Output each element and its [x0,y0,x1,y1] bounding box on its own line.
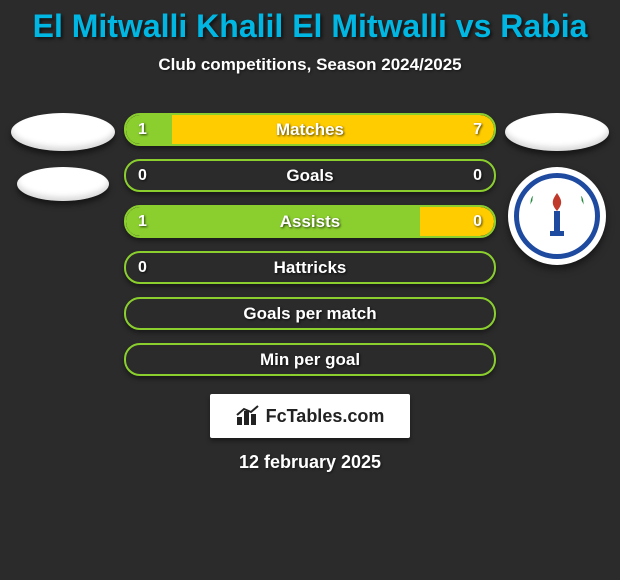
stat-value-right: 0 [461,161,494,190]
player-photo-placeholder [505,113,609,151]
subtitle: Club competitions, Season 2024/2025 [0,55,620,75]
club-logo-placeholder [17,167,109,201]
stat-value-left: 1 [126,115,159,144]
stat-label: Min per goal [126,345,494,374]
club-badge [508,167,606,265]
left-player-col [8,113,118,201]
torch-icon [542,191,572,241]
stat-value-left: 0 [126,161,159,190]
fctables-logo: FcTables.com [210,394,410,438]
badge-inner [528,187,586,245]
stat-label: Hattricks [126,253,494,282]
logo-text: FcTables.com [266,406,385,427]
stat-label: Matches [126,115,494,144]
page-title: El Mitwalli Khalil El Mitwalli vs Rabia [0,0,620,45]
stat-value-left: 1 [126,207,159,236]
stat-value-right: 0 [461,207,494,236]
stat-label: Goals per match [126,299,494,328]
stat-bar: Matches1 7 [124,113,496,146]
stat-label: Goals [126,161,494,190]
player-photo-placeholder [11,113,115,151]
generation-date: 12 february 2025 [0,452,620,473]
stat-value-left: 0 [126,253,159,282]
stat-bar: Min per goal [124,343,496,376]
stat-bar: Hattricks0 [124,251,496,284]
stat-value-right: 7 [461,115,494,144]
right-player-col [502,113,612,265]
bars-icon [236,405,262,427]
stat-bar: Goals0 0 [124,159,496,192]
stat-bars: Matches17Goals00Assists10Hattricks0Goals… [118,113,502,376]
content-row: Matches17Goals00Assists10Hattricks0Goals… [0,113,620,376]
stat-label: Assists [126,207,494,236]
stat-bar: Assists1 0 [124,205,496,238]
stat-bar: Goals per match [124,297,496,330]
